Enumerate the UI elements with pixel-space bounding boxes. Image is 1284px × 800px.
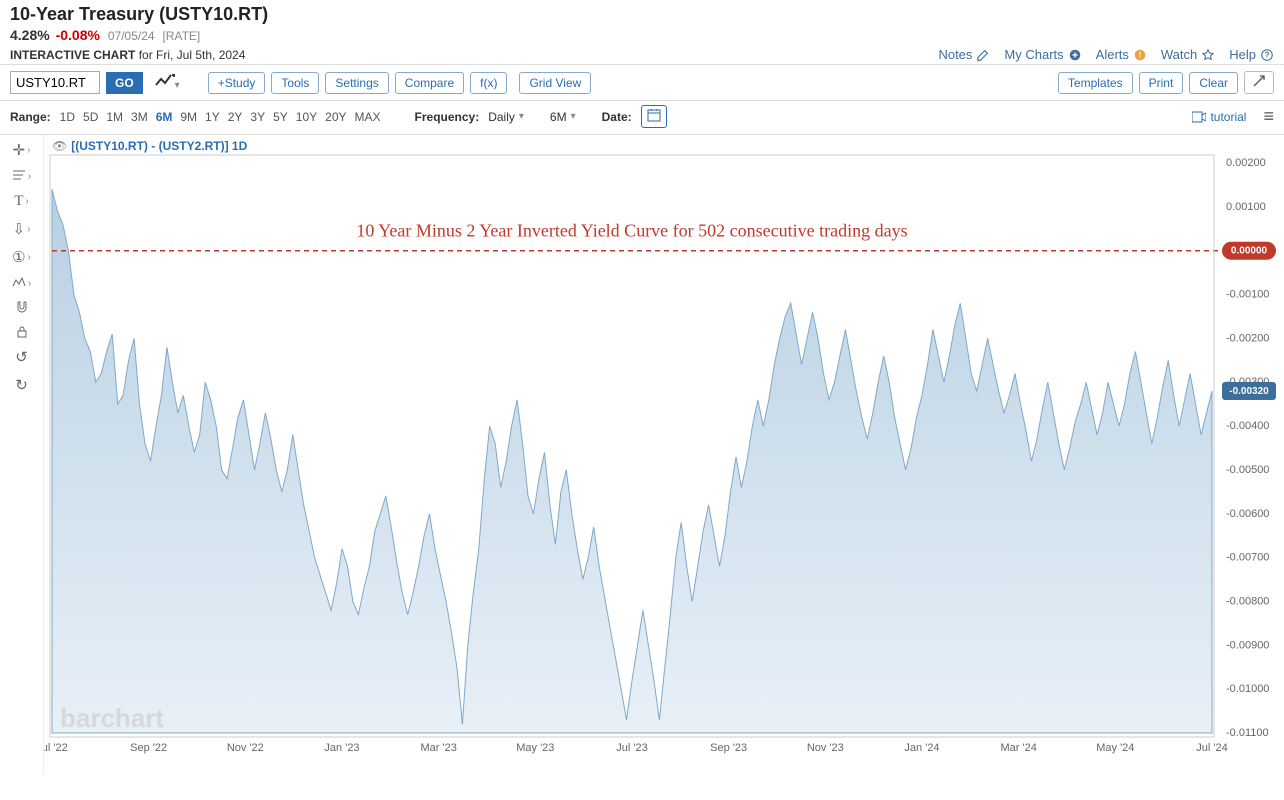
svg-text:Nov '22: Nov '22 [227,742,264,754]
svg-text:Mar '23: Mar '23 [420,742,456,754]
chart-type-button[interactable]: ▾ [149,71,186,94]
series-legend[interactable]: [(USTY10.RT) - (USTY2.RT)] 1D [71,139,247,153]
svg-text:-0.00700: -0.00700 [1226,552,1269,564]
svg-text:-0.00800: -0.00800 [1226,595,1269,607]
visibility-icon[interactable]: 👁 [52,139,67,153]
clear-button[interactable]: Clear [1189,72,1238,94]
svg-text:May '23: May '23 [516,742,554,754]
plus-circle-icon [1068,48,1082,62]
star-icon [1201,48,1215,62]
interactive-date: for Fri, Jul 5th, 2024 [139,48,246,62]
svg-text:Sep '23: Sep '23 [710,742,747,754]
gridview-button[interactable]: Grid View [519,72,591,94]
svg-text:Jul '24: Jul '24 [1196,742,1227,754]
expand-button[interactable] [1244,71,1274,94]
svg-text:10 Year Minus 2 Year Inverted: 10 Year Minus 2 Year Inverted Yield Curv… [356,221,907,241]
alerts-link[interactable]: Alerts! [1096,47,1147,62]
video-icon [1192,111,1206,123]
mycharts-link[interactable]: My Charts [1004,47,1081,62]
svg-text:Jul '23: Jul '23 [616,742,647,754]
range-9m[interactable]: 9M [180,110,197,124]
svg-text:0.00000: 0.00000 [1231,246,1268,257]
help-link[interactable]: Help? [1229,47,1274,62]
range-2y[interactable]: 2Y [228,110,243,124]
menu-button[interactable]: ≡ [1263,106,1274,127]
page-title: 10-Year Treasury (USTY10.RT) [10,4,1274,25]
svg-text:!: ! [1139,50,1142,59]
svg-text:Jan '23: Jan '23 [324,742,359,754]
crosshair-tool[interactable]: ✛› [13,141,31,159]
svg-text:Jul '22: Jul '22 [44,742,68,754]
svg-text:Mar '24: Mar '24 [1000,742,1036,754]
svg-text:-0.00200: -0.00200 [1226,332,1269,344]
tutorial-link[interactable]: tutorial [1192,110,1246,124]
date-label: Date: [602,110,632,124]
fib-tool[interactable]: › [12,169,31,183]
calendar-button[interactable] [641,105,667,128]
undo-tool[interactable]: ↺ [15,348,28,366]
go-button[interactable]: GO [106,72,143,94]
interactive-label: INTERACTIVE CHART [10,48,135,62]
svg-text:May '24: May '24 [1096,742,1134,754]
edit-icon [976,48,990,62]
notes-link[interactable]: Notes [938,47,990,62]
magnet-tool[interactable] [15,300,29,314]
range-5d[interactable]: 5D [83,110,98,124]
alert-icon: ! [1133,48,1147,62]
rate-value: 4.28% [10,27,50,43]
range-10y[interactable]: 10Y [296,110,317,124]
rate-date: 07/05/24 [108,29,155,43]
svg-text:-0.00100: -0.00100 [1226,289,1269,301]
svg-text:0.00200: 0.00200 [1226,157,1266,169]
svg-text:barchart: barchart [60,703,164,733]
compare-button[interactable]: Compare [395,72,464,94]
svg-text:Jan '24: Jan '24 [904,742,939,754]
svg-text:Sep '22: Sep '22 [130,742,167,754]
range-20y[interactable]: 20Y [325,110,346,124]
range-max[interactable]: MAX [355,110,381,124]
frequency-dropdown[interactable]: Daily ▾ [488,110,524,124]
study-button[interactable]: +Study [208,72,266,94]
svg-text:Nov '23: Nov '23 [807,742,844,754]
templates-button[interactable]: Templates [1058,72,1133,94]
rate-change: -0.08% [56,27,100,43]
range-3y[interactable]: 3Y [250,110,265,124]
settings-button[interactable]: Settings [325,72,388,94]
svg-text:-0.00600: -0.00600 [1226,508,1269,520]
text-tool[interactable]: T› [14,193,29,210]
range-label: Range: [10,110,51,124]
print-button[interactable]: Print [1139,72,1184,94]
svg-text:0.00100: 0.00100 [1226,201,1266,213]
svg-text:?: ? [1265,50,1270,59]
range-3m[interactable]: 3M [131,110,148,124]
svg-text:-0.01000: -0.01000 [1226,683,1269,695]
arrow-tool[interactable]: ⇩› [13,220,31,238]
range-5y[interactable]: 5Y [273,110,288,124]
range-1y[interactable]: 1Y [205,110,220,124]
rate-suffix: [RATE] [162,29,200,43]
svg-text:-0.00500: -0.00500 [1226,464,1269,476]
range-1d[interactable]: 1D [60,110,75,124]
svg-text:-0.00400: -0.00400 [1226,420,1269,432]
tools-button[interactable]: Tools [271,72,319,94]
svg-text:-0.00900: -0.00900 [1226,639,1269,651]
range-6m[interactable]: 6M [156,110,173,124]
symbol-input[interactable] [10,71,100,94]
svg-text:-0.01100: -0.01100 [1226,727,1269,739]
fx-button[interactable]: f(x) [470,72,507,94]
measure-tool[interactable]: ①› [12,248,31,266]
svg-text:-0.00320: -0.00320 [1229,386,1269,397]
pattern-tool[interactable]: › [12,276,31,290]
frequency-label: Frequency: [415,110,480,124]
lock-tool[interactable] [15,324,29,338]
period-dropdown[interactable]: 6M ▾ [550,110,576,124]
range-1m[interactable]: 1M [106,110,123,124]
chart-area[interactable]: 0.00200 0.00100 0.00000 -0.00100 -0.00200 -0.… [44,153,1284,763]
help-icon: ? [1260,48,1274,62]
watch-link[interactable]: Watch [1161,47,1215,62]
redo-tool[interactable]: ↻ [15,376,28,394]
